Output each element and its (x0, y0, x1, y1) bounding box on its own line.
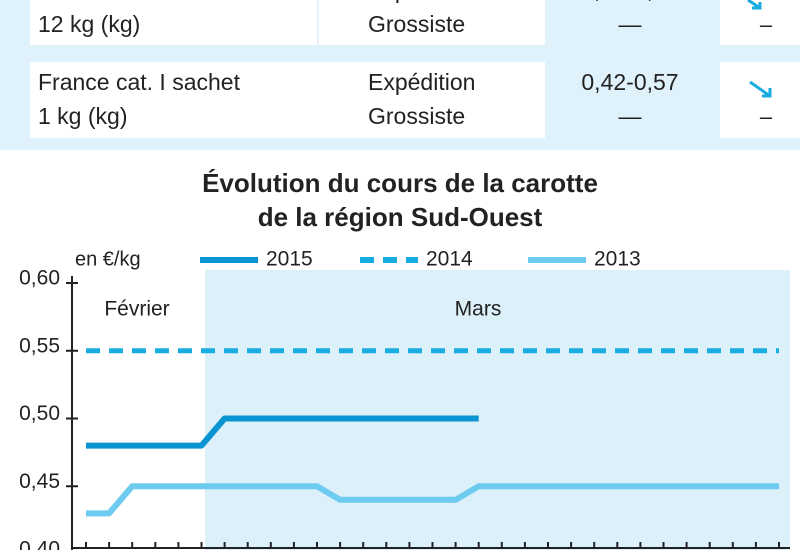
month-label: Mars (455, 298, 502, 321)
y-tick-label: 0,40 (19, 538, 60, 550)
trend-icon (749, 80, 772, 98)
product: 1 kg (kg) (38, 103, 127, 129)
y-tick-label: 0,50 (19, 402, 60, 425)
market: Grossiste (368, 11, 465, 37)
row-bg (720, 62, 800, 138)
month-label: Février (104, 298, 169, 321)
legend-label: 2013 (594, 248, 641, 271)
row-bg (30, 0, 545, 45)
chart-title: Évolution du cours de la carotte (202, 168, 598, 198)
product: France cat. I sachet (38, 0, 241, 3)
price: 0,45-0,55 (581, 0, 678, 3)
series-line (86, 483, 779, 517)
y-tick-label: 0,45 (19, 470, 60, 493)
row-bg (30, 62, 545, 138)
y-axis-label: en €/kg (75, 248, 141, 270)
trend: – (760, 104, 773, 129)
product: 12 kg (kg) (38, 11, 140, 37)
price: — (619, 11, 642, 37)
price: 0,42-0,57 (581, 69, 678, 95)
legend-label: 2015 (266, 248, 313, 271)
market: Grossiste (368, 103, 465, 129)
series-line (86, 415, 479, 449)
trend-icon (747, 0, 762, 10)
product: France cat. I sachet (38, 69, 241, 95)
month-band (205, 270, 790, 555)
y-tick-label: 0,60 (19, 267, 60, 290)
price: — (619, 103, 642, 129)
market: Expédition (368, 0, 475, 3)
y-tick-label: 0,55 (19, 334, 60, 357)
legend-label: 2014 (426, 248, 473, 271)
trend: – (760, 12, 773, 37)
chart-title: de la région Sud-Ouest (258, 202, 543, 232)
market: Expédition (368, 69, 475, 95)
